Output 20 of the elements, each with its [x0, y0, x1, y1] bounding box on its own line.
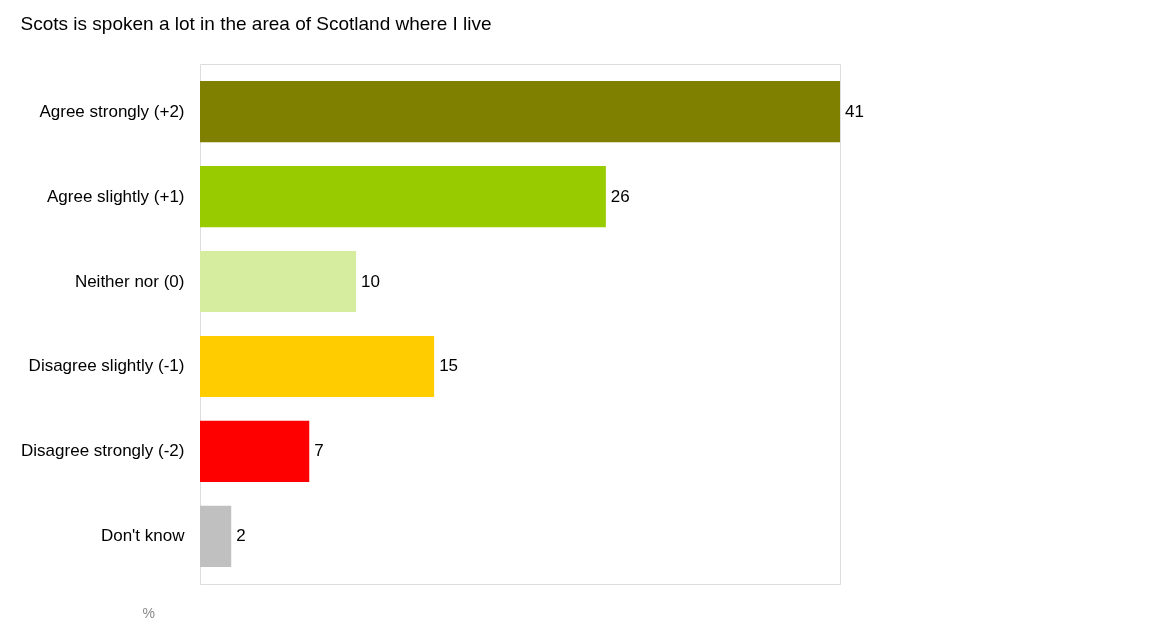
y-tick-label: Disagree slightly (-1) [28, 356, 185, 376]
data-label: 10 [361, 271, 381, 291]
data-label: 26 [610, 186, 630, 206]
y-tick-label: Neither nor (0) [74, 271, 185, 291]
data-label: 2 [236, 526, 246, 546]
data-label: 15 [439, 356, 459, 376]
x-axis-title: % [142, 604, 155, 621]
bar [200, 420, 310, 483]
bar [200, 250, 357, 313]
y-tick-label: Agree slightly (+1) [47, 186, 185, 206]
bar [200, 335, 435, 398]
bar [200, 165, 606, 228]
chart-title: Scots is spoken a lot in the area of Scotland where I live [20, 13, 492, 34]
data-label: 7 [314, 441, 324, 461]
y-tick-label: Disagree strongly (-2) [21, 441, 185, 461]
y-tick-label: Agree strongly (+2) [39, 101, 185, 121]
bar [200, 80, 840, 143]
y-tick-label: Don't know [100, 526, 186, 546]
bar [200, 505, 232, 568]
data-label: 41 [845, 101, 864, 121]
